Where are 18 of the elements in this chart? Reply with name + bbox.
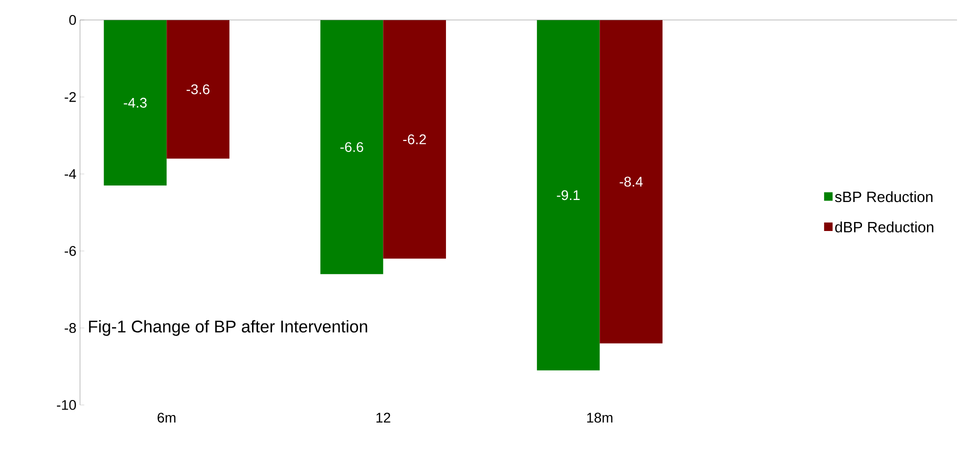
y-tick-label: -4: [64, 169, 76, 179]
x-tick-label: 6m: [158, 412, 176, 423]
x-tick-label: 18m: [587, 412, 612, 423]
y-tick-label: -10: [56, 400, 76, 410]
y-tick-label: -6: [64, 246, 76, 256]
y-tick-label: 0: [69, 15, 76, 25]
y-tick-label: -2: [64, 92, 76, 102]
data-label: -8.4: [620, 176, 643, 187]
y-tick-label: -8: [64, 323, 76, 333]
data-label: -4.3: [124, 98, 147, 108]
data-label: -3.6: [186, 84, 210, 94]
data-label: -9.1: [556, 190, 580, 200]
legend-label: dBP Reduction: [835, 221, 934, 232]
data-label: -6.6: [340, 142, 364, 152]
data-label: -6.2: [403, 134, 426, 144]
text: Fig-1 Change of BP after Intervention: [89, 320, 368, 336]
x-tick-label: 12: [376, 412, 390, 422]
legend-label: sBP Reduction: [835, 191, 932, 202]
